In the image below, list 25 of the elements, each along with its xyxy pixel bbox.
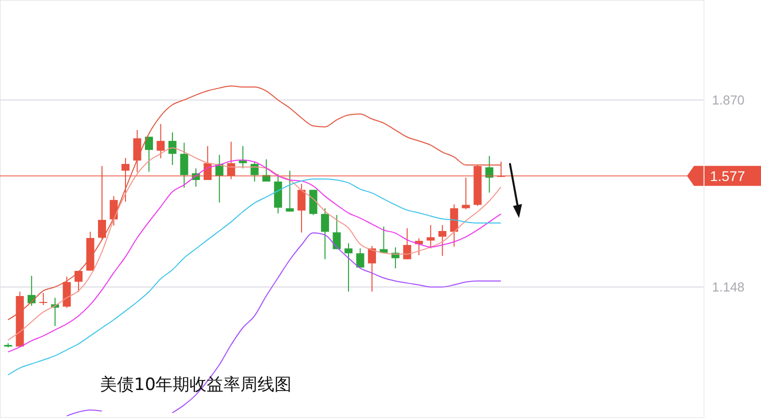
candlestick [438, 224, 446, 256]
candlestick [250, 161, 259, 182]
candlestick [356, 248, 364, 268]
candlestick [426, 224, 435, 249]
candlestick [450, 204, 458, 248]
candlestick [298, 183, 306, 234]
y-tick-label: 1.870 [712, 92, 745, 108]
candlestick [321, 208, 330, 260]
candlestick [168, 132, 176, 166]
candlestick [180, 142, 188, 188]
candlestick [403, 228, 412, 260]
candlestick [156, 124, 165, 159]
ref-line-label: 1.577 [710, 168, 746, 184]
candlestick [368, 246, 376, 292]
candlestick [332, 214, 341, 250]
y-tick-label: 1.148 [712, 280, 745, 295]
candlestick [238, 146, 247, 169]
line-series [7, 178, 502, 376]
candlestick [133, 130, 142, 173]
candlestick [380, 226, 388, 254]
candlestick [39, 292, 48, 306]
candlestick [144, 136, 153, 172]
candlestick [286, 170, 294, 212]
candlestick [28, 275, 36, 306]
candlestick [344, 242, 352, 292]
